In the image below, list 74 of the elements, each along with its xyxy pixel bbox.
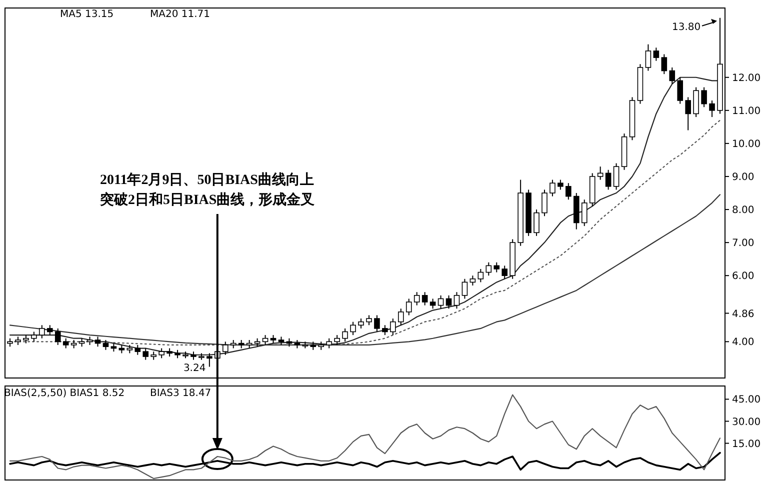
candlestick bbox=[206, 352, 212, 368]
candlestick bbox=[486, 262, 492, 276]
candlestick bbox=[62, 338, 69, 349]
candlestick bbox=[534, 209, 540, 236]
candlestick bbox=[414, 292, 420, 306]
candlestick bbox=[134, 344, 141, 356]
candlestick bbox=[102, 340, 109, 350]
y-tick-label: 10.00 bbox=[732, 138, 761, 150]
candlestick bbox=[581, 199, 588, 227]
candlestick bbox=[645, 44, 652, 72]
y-tick-label: 11.00 bbox=[732, 106, 761, 117]
y-tick-label: 45.00 bbox=[732, 394, 761, 406]
candlestick bbox=[709, 100, 715, 118]
candlestick bbox=[550, 179, 556, 197]
annotation: BIAS3 18.47 bbox=[150, 388, 212, 399]
candlestick bbox=[454, 292, 460, 310]
candlestick bbox=[39, 324, 45, 339]
candlestick bbox=[366, 314, 372, 326]
annotation: MA20 11.71 bbox=[150, 9, 210, 20]
line-series bbox=[9, 452, 721, 471]
candlestick bbox=[542, 189, 548, 217]
candlestick bbox=[350, 321, 356, 336]
candlestick bbox=[677, 76, 684, 104]
candlestick bbox=[142, 348, 149, 360]
candlestick bbox=[669, 66, 676, 84]
candlestick bbox=[566, 182, 572, 200]
candlestick bbox=[478, 268, 484, 283]
candlestick bbox=[494, 262, 500, 273]
candlestick bbox=[222, 341, 228, 356]
y-tick-label: 12.00 bbox=[732, 72, 761, 84]
y-tick-label: 30.00 bbox=[732, 416, 761, 428]
candlestick bbox=[685, 96, 691, 131]
y-tick-label: 8.00 bbox=[732, 205, 754, 216]
y-tick-label: 6.00 bbox=[732, 271, 754, 282]
candlestick bbox=[334, 334, 340, 346]
candlestick bbox=[46, 324, 53, 336]
candlestick bbox=[502, 265, 508, 280]
candlestick bbox=[326, 338, 332, 349]
candlestick bbox=[342, 328, 348, 342]
candlestick bbox=[406, 298, 412, 316]
candlestick bbox=[398, 308, 404, 326]
candlestick bbox=[558, 179, 564, 190]
annotation: BIAS(2,5,50) BIAS1 8.52 bbox=[4, 388, 125, 399]
candlestick bbox=[462, 278, 468, 300]
candlestick bbox=[422, 292, 428, 306]
candlestick bbox=[597, 166, 604, 180]
candlestick bbox=[693, 86, 699, 118]
candlestick bbox=[438, 294, 444, 310]
candlestick bbox=[613, 162, 620, 190]
candlestick bbox=[158, 348, 164, 359]
annotation: 2011年2月9日、50日BIAS曲线向上突破2日和5日BIAS曲线，形成金叉 bbox=[99, 172, 315, 208]
candlestick bbox=[382, 324, 388, 336]
candlestick bbox=[390, 318, 396, 336]
annotation: 3.24 bbox=[183, 362, 206, 374]
candlestick bbox=[31, 331, 37, 342]
y-tick-label: 4.00 bbox=[732, 337, 754, 348]
candlestick bbox=[374, 314, 380, 332]
candlestick bbox=[653, 47, 660, 62]
candlestick bbox=[605, 169, 612, 190]
annotation: MA5 13.15 bbox=[60, 9, 114, 20]
candlestick bbox=[446, 294, 452, 310]
candlestick bbox=[54, 328, 61, 346]
candlestick bbox=[470, 275, 476, 286]
candlestick bbox=[358, 318, 364, 329]
candlestick bbox=[94, 336, 101, 348]
y-tick-label: 9.00 bbox=[732, 172, 754, 183]
candlestick bbox=[262, 334, 268, 346]
y-tick-label: 15.00 bbox=[732, 438, 761, 450]
y-tick-label: 4.86 bbox=[732, 308, 754, 320]
annotation: 13.80 bbox=[672, 22, 701, 33]
candlestick bbox=[430, 298, 436, 310]
candlestick bbox=[701, 86, 707, 108]
y-tick-label: 7.00 bbox=[732, 238, 754, 250]
candlestick bbox=[661, 54, 668, 75]
